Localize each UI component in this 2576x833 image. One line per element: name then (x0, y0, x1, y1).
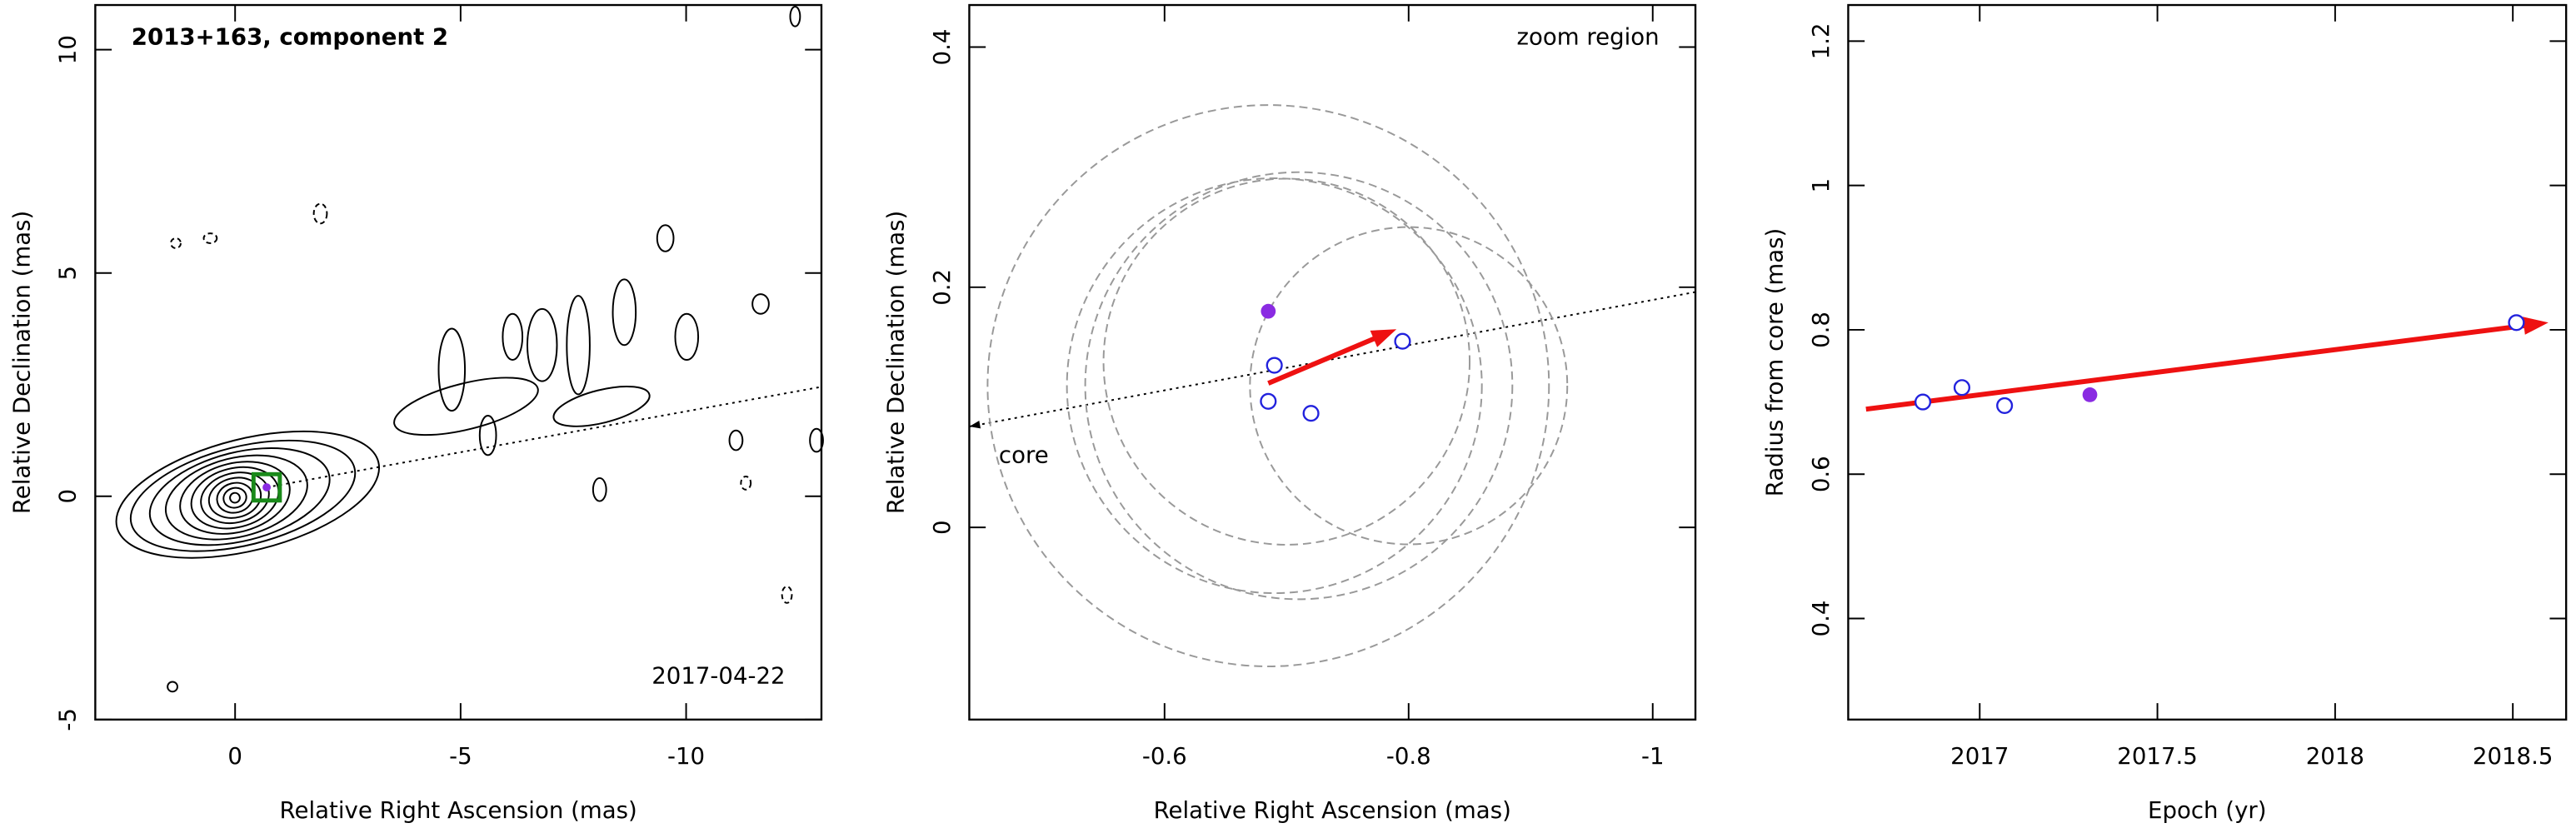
contour (612, 278, 637, 347)
contour (740, 475, 752, 491)
y-tick-label: 0.4 (928, 29, 956, 66)
y-tick-label: 1.2 (1807, 22, 1835, 59)
y-tick-label: 0 (54, 489, 82, 504)
contour (115, 430, 381, 559)
zoom-label: zoom region (1516, 22, 1659, 50)
motion-arrowhead (2523, 317, 2549, 335)
contour (312, 202, 328, 225)
y-tick-label: 0.2 (928, 269, 956, 306)
contour (229, 491, 241, 504)
filled-point (1261, 303, 1276, 319)
contour (478, 415, 497, 456)
contour (789, 6, 801, 27)
contour (751, 293, 770, 315)
plot-area (969, 104, 1696, 667)
y-tick-label: 10 (54, 35, 82, 64)
open-point (1266, 357, 1283, 374)
uncertainty-circle (986, 104, 1550, 667)
y-tick-label: 0.6 (1807, 456, 1835, 492)
x-tick-label: -0.8 (1386, 742, 1431, 770)
plot-frame (94, 3, 823, 721)
date-label: 2017-04-22 (651, 661, 785, 689)
contour (809, 427, 824, 453)
contour (129, 439, 357, 552)
open-point (2508, 314, 2525, 332)
y-tick-label: 5 (54, 266, 82, 281)
contour (216, 481, 254, 514)
motion-arrowhead (1370, 329, 1397, 347)
x-tick-label: -10 (667, 742, 705, 770)
component-box (251, 471, 282, 503)
contour (781, 586, 793, 604)
plot-frame (968, 3, 1697, 721)
uncertainty-circle (1066, 177, 1483, 595)
trajectory (266, 386, 821, 489)
panel-title: 2013+163, component 2 (132, 22, 448, 50)
open-point (1260, 392, 1277, 410)
y-axis-label: Relative Declination (mas) (7, 211, 35, 515)
x-tick-label: 0 (227, 742, 242, 770)
contour (437, 327, 467, 412)
core-arrowhead (969, 421, 981, 429)
contour (202, 232, 218, 244)
open-point (1394, 332, 1411, 350)
contour (566, 295, 591, 396)
x-axis-label: Relative Right Ascension (mas) (280, 796, 637, 824)
open-point (1302, 405, 1320, 422)
x-tick-label: 2018 (2306, 742, 2364, 770)
x-tick-label: -1 (1641, 742, 1665, 770)
contour (502, 312, 524, 361)
plot-area (266, 386, 821, 489)
contour (148, 447, 331, 546)
contour-blobs (167, 6, 824, 693)
contour (222, 486, 247, 509)
contour (393, 377, 539, 436)
uncertainty-circle (1102, 177, 1471, 546)
x-tick-label: 2017 (1950, 742, 2009, 770)
x-tick-label: 2018.5 (2473, 742, 2554, 770)
open-point (1996, 397, 2014, 414)
contour (190, 466, 280, 530)
plot-frame (1847, 3, 2568, 721)
contour (592, 476, 607, 502)
contour (728, 429, 744, 451)
contour (552, 386, 651, 427)
x-tick-label: -5 (449, 742, 472, 770)
y-axis-label: Relative Declination (mas) (882, 211, 910, 515)
contour (527, 307, 558, 382)
filled-point (2082, 387, 2098, 402)
x-tick-label: -0.6 (1142, 742, 1187, 770)
open-point (1953, 379, 1971, 397)
component-marker (262, 483, 272, 491)
contour (207, 476, 262, 519)
motion-arrow (1865, 322, 2533, 412)
core-label: core (999, 441, 1049, 468)
y-tick-label: 0.8 (1807, 312, 1835, 348)
contour (167, 681, 178, 693)
uncertainty-circle (1084, 171, 1514, 601)
contour (179, 461, 291, 535)
contour (674, 312, 700, 361)
y-tick-label: 0.4 (1807, 601, 1835, 637)
motion-arrow (1267, 333, 1383, 386)
trajectory (969, 291, 1696, 428)
y-tick-label: 1 (1807, 178, 1835, 193)
open-point (1914, 393, 1932, 411)
y-axis-label: Radius from core (mas) (1761, 228, 1789, 497)
y-tick-label: -5 (54, 708, 82, 731)
x-axis-label: Epoch (yr) (2148, 796, 2266, 824)
y-tick-label: 0 (928, 520, 956, 535)
contour (170, 237, 182, 249)
uncertainty-circle (1249, 226, 1569, 546)
contours (115, 377, 651, 559)
contour (656, 224, 675, 252)
x-tick-label: 2017.5 (2117, 742, 2198, 770)
x-axis-label: Relative Right Ascension (mas) (1154, 796, 1511, 824)
